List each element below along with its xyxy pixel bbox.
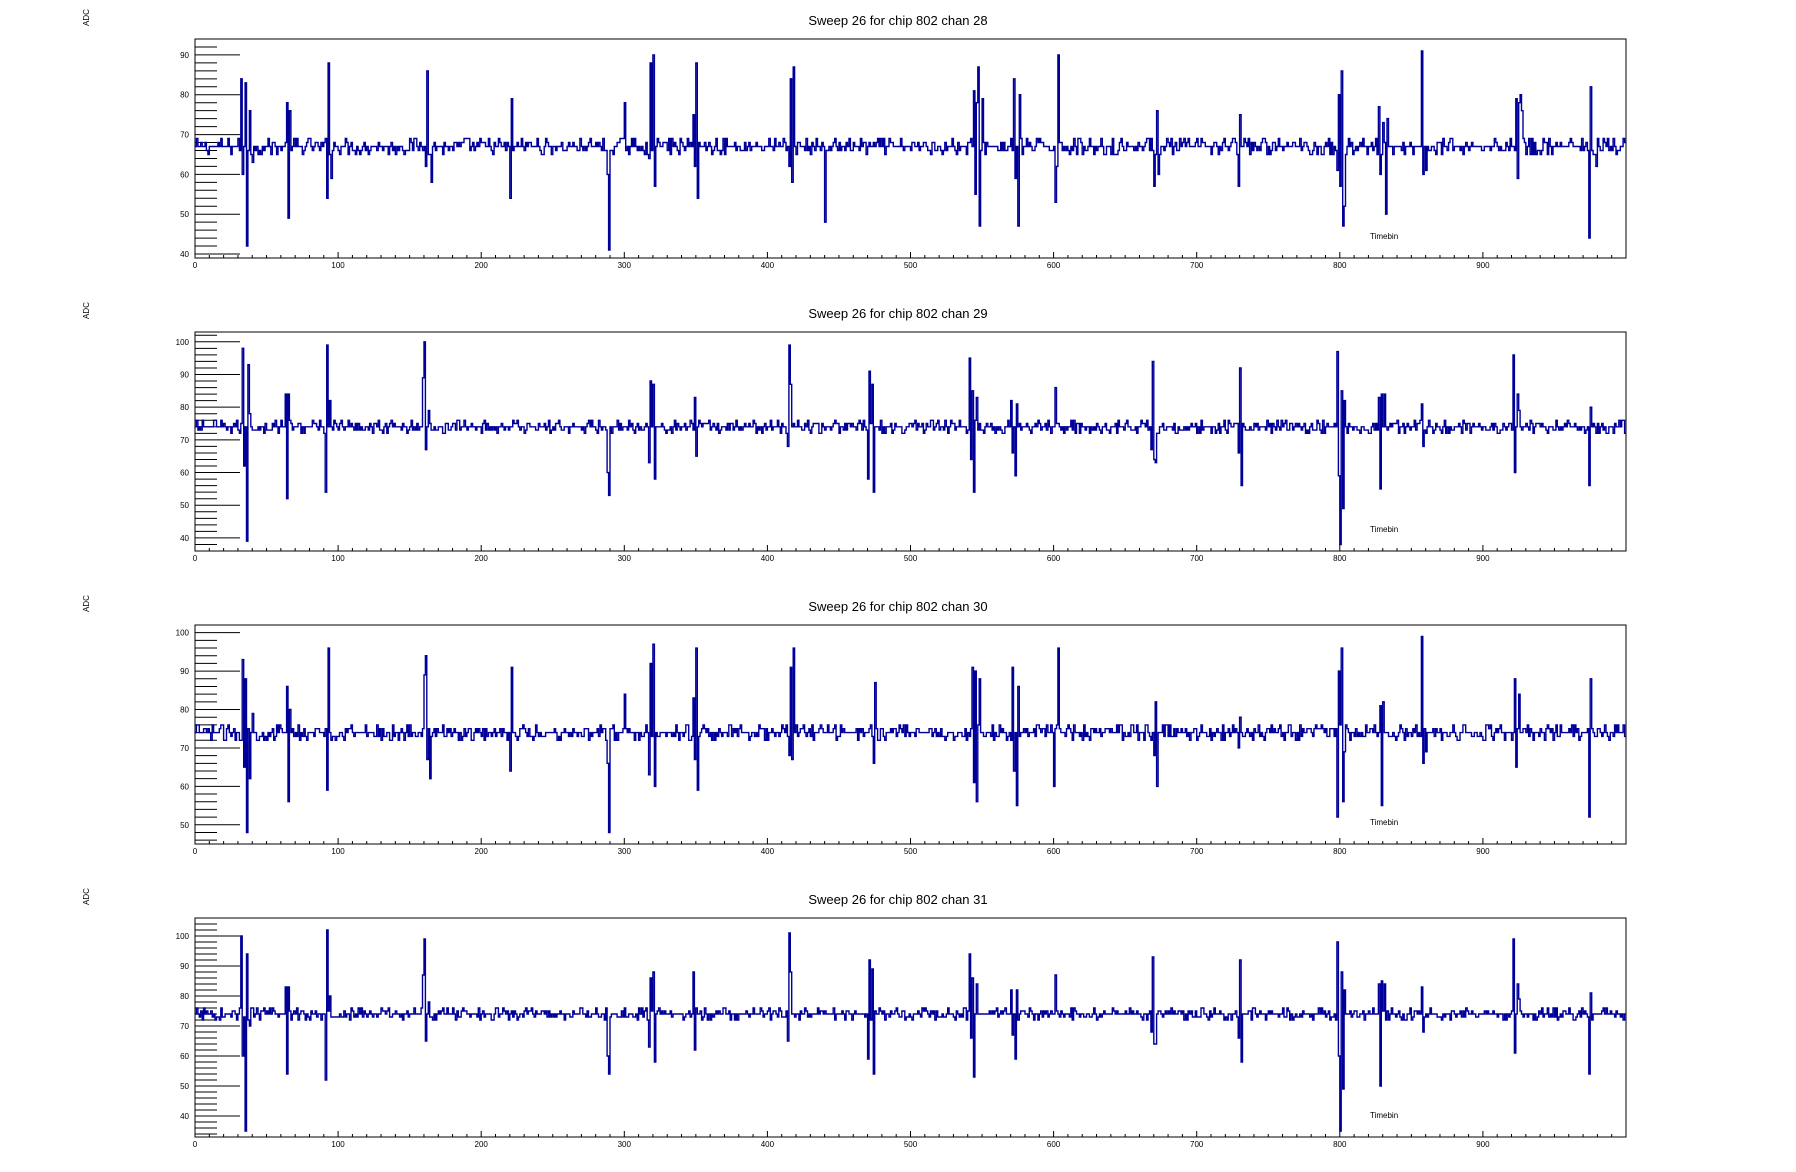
x-tick-label: 600 [1047,554,1061,563]
x-tick-label: 100 [331,1140,345,1149]
y-tick-label: 80 [180,91,189,100]
y-tick-label: 100 [176,629,190,638]
plot-frame [194,917,1627,1138]
x-tick-label: 800 [1333,847,1347,856]
y-tick-label: 50 [180,210,189,219]
x-tick-label: 700 [1190,1140,1204,1149]
y-tick-label: 40 [180,1112,189,1121]
x-tick-label: 500 [904,261,918,270]
x-tick-label: 0 [193,261,198,270]
x-tick-label: 900 [1476,261,1490,270]
chart-title: Sweep 26 for chip 802 chan 29 [808,306,988,321]
x-tick-label: 0 [193,847,198,856]
chart-panel-chan-28: Sweep 26 for chip 802 chan 28 ADC Timebi… [0,0,1796,293]
x-tick-label: 200 [475,554,489,563]
y-tick-label: 80 [180,992,189,1001]
y-tick-label: 80 [180,706,189,715]
x-tick-label: 300 [618,1140,632,1149]
x-tick-label: 200 [475,1140,489,1149]
chart-plot-area: 40 50 60 70 80 90 100 0 100 200 300 400 500 600 700 800… [176,331,1627,563]
y-tick-label: 90 [180,667,189,676]
x-tick-label: 900 [1476,554,1490,563]
y-tick-label: 100 [176,932,190,941]
chart-panel-chan-30: Sweep 26 for chip 802 chan 30 ADC Timebi… [0,586,1796,879]
x-tick-label: 100 [331,847,345,856]
x-tick-label: 200 [475,261,489,270]
y-tick-label: 90 [180,370,189,379]
y-tick-label: 70 [180,131,189,140]
y-tick-label: 80 [180,403,189,412]
y-tick-label: 70 [180,1022,189,1031]
y-tick-label: 100 [176,338,190,347]
chart-panel-chan-29: Sweep 26 for chip 802 chan 29 ADC Timebi… [0,293,1796,586]
y-tick-label: 60 [180,469,189,478]
adc-series-line [195,929,1626,1132]
x-axis-label: Timebin [1370,232,1399,241]
x-tick-label: 800 [1333,261,1347,270]
x-tick-label: 600 [1047,1140,1061,1149]
x-tick-label: 300 [618,261,632,270]
x-tick-label: 900 [1476,1140,1490,1149]
y-tick-label: 50 [180,501,189,510]
x-tick-label: 600 [1047,261,1061,270]
x-axis-label: Timebin [1370,525,1399,534]
x-tick-label: 800 [1333,554,1347,563]
x-tick-label: 400 [761,1140,775,1149]
x-tick-label: 200 [475,847,489,856]
x-tick-label: 500 [904,554,918,563]
x-tick-label: 0 [193,1140,198,1149]
chart-plot-area: 40 50 60 70 80 90 100 0 100 200 300 400 500 600 700 800… [176,917,1627,1149]
x-axis-label: Timebin [1370,818,1399,827]
y-tick-label: 90 [180,962,189,971]
y-tick-label: 50 [180,821,189,830]
chart-title: Sweep 26 for chip 802 chan 31 [808,892,988,907]
y-tick-label: 40 [180,534,189,543]
x-tick-label: 600 [1047,847,1061,856]
y-tick-label: 60 [180,782,189,791]
x-tick-label: 500 [904,1140,918,1149]
adc-series-line [194,50,1626,251]
y-tick-label: 60 [180,1052,189,1061]
y-tick-label: 70 [180,744,189,753]
y-tick-label: 70 [180,436,189,445]
y-tick-label: 40 [180,250,189,259]
chart-panel-chan-31: Sweep 26 for chip 802 chan 31 ADC Timebi… [0,879,1796,1172]
x-tick-label: 300 [618,847,632,856]
x-tick-label: 800 [1333,1140,1347,1149]
x-tick-label: 100 [331,261,345,270]
adc-series-line [194,341,1626,546]
x-tick-label: 300 [618,554,632,563]
chart-plot-area: 50 60 70 80 90 100 0 100 200 300 400 500 600 700 800 90… [176,624,1627,856]
x-tick-label: 400 [761,554,775,563]
y-tick-label: 90 [180,51,189,60]
y-tick-label: 50 [180,1082,189,1091]
x-tick-label: 400 [761,261,775,270]
adc-series-line [194,635,1626,834]
x-tick-label: 700 [1190,554,1204,563]
y-tick-label: 60 [180,170,189,179]
x-tick-label: 400 [761,847,775,856]
x-tick-label: 700 [1190,847,1204,856]
x-tick-label: 500 [904,847,918,856]
x-tick-label: 0 [193,554,198,563]
x-tick-label: 900 [1476,847,1490,856]
plot-frame [194,331,1627,552]
chart-title: Sweep 26 for chip 802 chan 30 [808,599,988,614]
x-tick-label: 100 [331,554,345,563]
x-axis-label: Timebin [1370,1111,1399,1120]
x-tick-label: 700 [1190,261,1204,270]
chart-title: Sweep 26 for chip 802 chan 28 [808,13,988,28]
